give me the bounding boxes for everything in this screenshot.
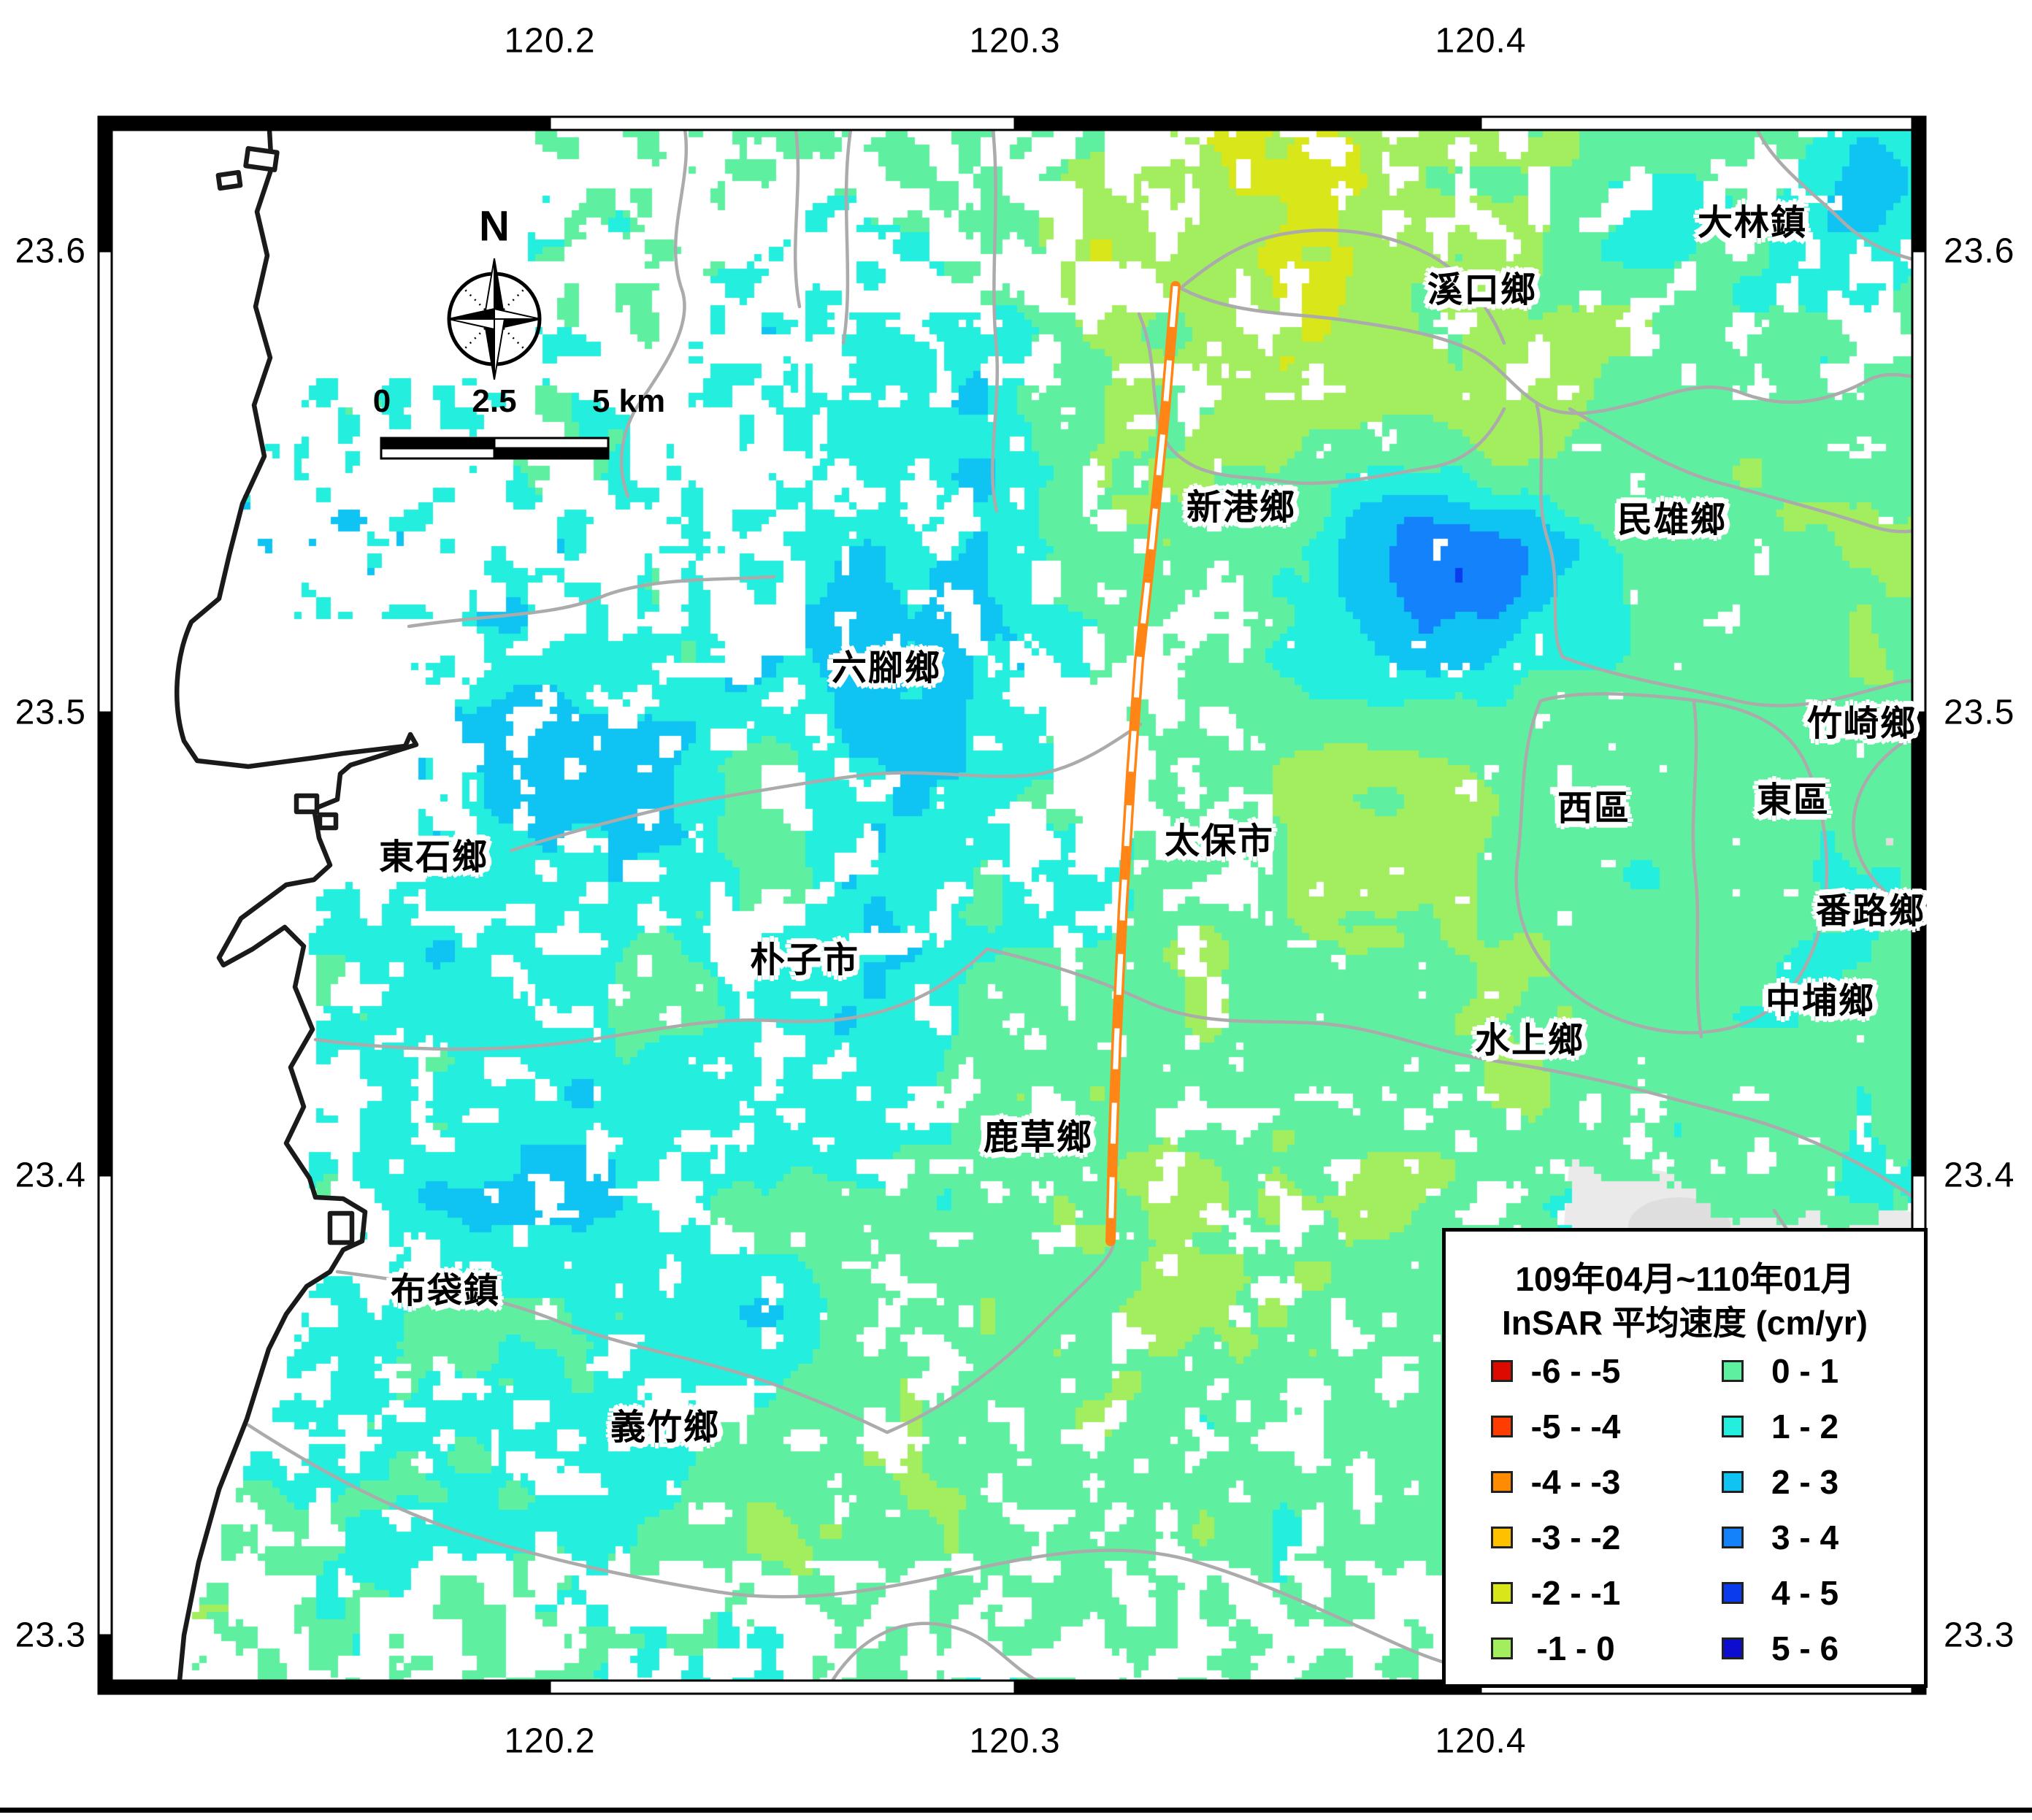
- scalebar-zero-label: 0: [372, 383, 391, 419]
- legend-range-label: 5 - 6: [1771, 1629, 1839, 1667]
- lon-tick-bottom-120.4: 120.4: [1435, 1721, 1527, 1761]
- lon-tick-bottom-120.3: 120.3: [969, 1721, 1061, 1761]
- place-label: 西區: [1557, 789, 1631, 828]
- legend-range-label: -1 - 0: [1536, 1629, 1615, 1667]
- legend-range-label: 3 - 4: [1771, 1518, 1839, 1556]
- place-label: 竹崎鄉: [1806, 704, 1917, 743]
- legend-box: 109年04月~110年01月 InSAR 平均速度 (cm/yr) -6 - …: [1442, 1228, 1928, 1688]
- place-label: 新港鄉: [1186, 488, 1297, 527]
- lon-tick-top-120.3: 120.3: [969, 21, 1061, 61]
- lat-tick-right-23.3: 23.3: [1944, 1616, 2015, 1655]
- legend-swatch: [1722, 1360, 1744, 1382]
- place-label: 布袋鎮: [390, 1272, 501, 1310]
- lon-tick-top-120.4: 120.4: [1435, 21, 1527, 61]
- place-label: 民雄鄉: [1617, 501, 1728, 540]
- place-label: 鹿草鄉: [983, 1118, 1094, 1157]
- legend-swatch: [1722, 1637, 1744, 1659]
- legend-swatch: [1491, 1637, 1513, 1659]
- legend-range-label: -2 - -1: [1530, 1574, 1621, 1612]
- place-label: 番路鄉: [1815, 892, 1926, 931]
- lat-tick-right-23.6: 23.6: [1944, 231, 2015, 271]
- compass-north-label: N: [479, 202, 510, 250]
- legend-range-label: 4 - 5: [1771, 1574, 1839, 1612]
- legend-range-label: -5 - -4: [1530, 1408, 1621, 1445]
- legend-range-label: 2 - 3: [1771, 1463, 1839, 1501]
- legend-title-units: InSAR 平均速度 (cm/yr): [1502, 1304, 1868, 1342]
- place-label: 中埔鄉: [1765, 982, 1876, 1021]
- legend-swatch: [1491, 1416, 1513, 1437]
- place-label: 六腳鄉: [831, 649, 942, 688]
- legend-swatch: [1491, 1360, 1513, 1382]
- legend-swatch: [1722, 1416, 1744, 1437]
- lat-tick-left-23.4: 23.4: [15, 1156, 86, 1195]
- legend-range-label: 1 - 2: [1771, 1408, 1839, 1445]
- legend-swatch: [1722, 1527, 1744, 1548]
- legend-range-label: -6 - -5: [1530, 1352, 1621, 1390]
- legend-swatch: [1722, 1582, 1744, 1604]
- place-label: 東石鄉: [378, 838, 489, 877]
- lat-tick-right-23.4: 23.4: [1944, 1156, 2015, 1195]
- legend-range-label: -4 - -3: [1530, 1463, 1621, 1501]
- place-label: 大林鎮: [1697, 204, 1808, 242]
- lat-tick-left-23.6: 23.6: [15, 231, 86, 271]
- place-label: 溪口鄉: [1427, 271, 1538, 310]
- scalebar-end-label: 5 km: [591, 383, 666, 419]
- bottom-rule: [0, 1808, 2032, 1813]
- place-label: 朴子市: [749, 941, 860, 980]
- legend-swatch: [1491, 1527, 1513, 1548]
- legend-range-label: 0 - 1: [1771, 1352, 1839, 1390]
- place-label: 東區: [1756, 781, 1830, 820]
- legend-swatch: [1491, 1471, 1513, 1493]
- lat-tick-right-23.5: 23.5: [1944, 693, 2015, 732]
- place-label: 水上鄉: [1474, 1021, 1585, 1060]
- legend-swatch: [1722, 1471, 1744, 1493]
- lat-tick-left-23.3: 23.3: [15, 1616, 86, 1655]
- scalebar-mid-label: 2.5: [472, 383, 517, 419]
- legend-range-label: -3 - -2: [1530, 1518, 1621, 1556]
- lat-tick-left-23.5: 23.5: [15, 693, 86, 732]
- legend-swatch: [1491, 1582, 1513, 1604]
- place-label: 太保市: [1164, 822, 1275, 861]
- lon-tick-bottom-120.2: 120.2: [504, 1721, 596, 1761]
- legend-title-period: 109年04月~110年01月: [1515, 1260, 1855, 1298]
- place-label: 義竹鄉: [610, 1408, 721, 1447]
- lon-tick-top-120.2: 120.2: [504, 21, 596, 61]
